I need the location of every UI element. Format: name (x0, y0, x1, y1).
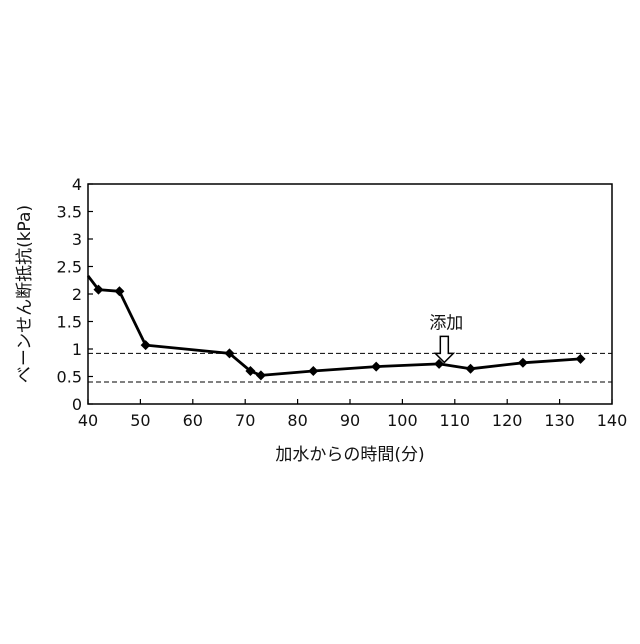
annotations: 添加 (429, 313, 463, 362)
x-tick-label: 140 (597, 411, 628, 430)
y-tick-label: 0 (72, 395, 82, 414)
y-tick-label: 4 (72, 175, 82, 194)
y-tick-label: 2 (72, 285, 82, 304)
data-point (576, 354, 586, 364)
x-tick-label: 120 (492, 411, 523, 430)
data-point (114, 286, 124, 296)
x-tick-label: 50 (130, 411, 150, 430)
x-tick-label: 80 (287, 411, 307, 430)
axis-ticks: 40506070809010011012013014000.511.522.53… (57, 175, 628, 430)
y-tick-label: 0.5 (57, 368, 82, 387)
x-tick-label: 60 (183, 411, 203, 430)
data-point (466, 364, 476, 374)
y-tick-label: 1 (72, 340, 82, 359)
x-tick-label: 90 (340, 411, 360, 430)
y-tick-label: 2.5 (57, 258, 82, 277)
data-point (141, 340, 151, 350)
x-tick-label: 130 (544, 411, 575, 430)
data-point (256, 370, 266, 380)
x-tick-label: 70 (235, 411, 255, 430)
x-tick-label: 110 (440, 411, 471, 430)
y-tick-label: 1.5 (57, 313, 82, 332)
data-point (308, 366, 318, 376)
data-point (371, 362, 381, 372)
y-axis-title: ベーンせん断抵抗(kPa) (15, 205, 35, 383)
series-group (88, 276, 586, 381)
annotation-label: 添加 (429, 313, 463, 333)
y-tick-label: 3 (72, 230, 82, 249)
x-tick-label: 100 (387, 411, 418, 430)
series-line-0 (88, 276, 581, 376)
annotation-arrow-icon (435, 336, 453, 362)
y-tick-label: 3.5 (57, 203, 82, 222)
data-point (518, 358, 528, 368)
x-axis-title: 加水からの時間(分) (275, 445, 424, 465)
plot-frame (88, 184, 612, 404)
